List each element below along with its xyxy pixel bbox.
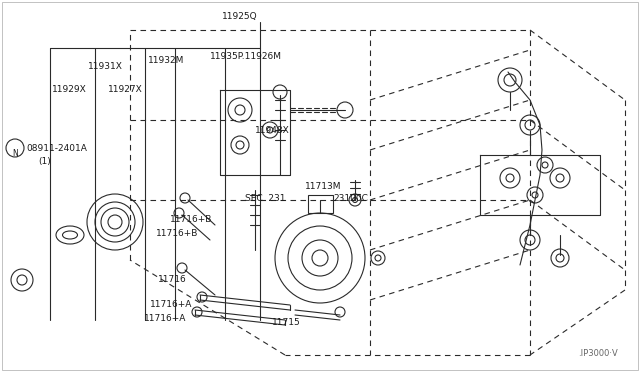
Text: 11716: 11716 [158, 275, 187, 284]
Text: 23100C: 23100C [333, 194, 368, 203]
Text: 11716+A: 11716+A [150, 300, 193, 309]
Text: 11716+B: 11716+B [156, 229, 198, 238]
Text: 11715: 11715 [272, 318, 301, 327]
Text: .IP3000·V: .IP3000·V [579, 349, 618, 358]
Text: 11925Q: 11925Q [222, 12, 258, 21]
Text: 11713M: 11713M [305, 182, 342, 191]
Bar [308, 195, 333, 213]
Text: 08911-2401A: 08911-2401A [26, 144, 87, 153]
Text: 11716+B: 11716+B [170, 215, 212, 224]
Text: 11948X: 11948X [255, 126, 290, 135]
Text: 11935P.11926M: 11935P.11926M [210, 52, 282, 61]
Text: 11931X: 11931X [88, 62, 123, 71]
Text: 11929X: 11929X [52, 85, 87, 94]
Text: SEC. 231: SEC. 231 [245, 194, 285, 203]
Text: (1): (1) [38, 157, 51, 166]
Text: 11932M: 11932M [148, 56, 184, 65]
Text: 11927X: 11927X [108, 85, 143, 94]
Text: N: N [12, 148, 18, 157]
Text: 11716+A: 11716+A [144, 314, 186, 323]
